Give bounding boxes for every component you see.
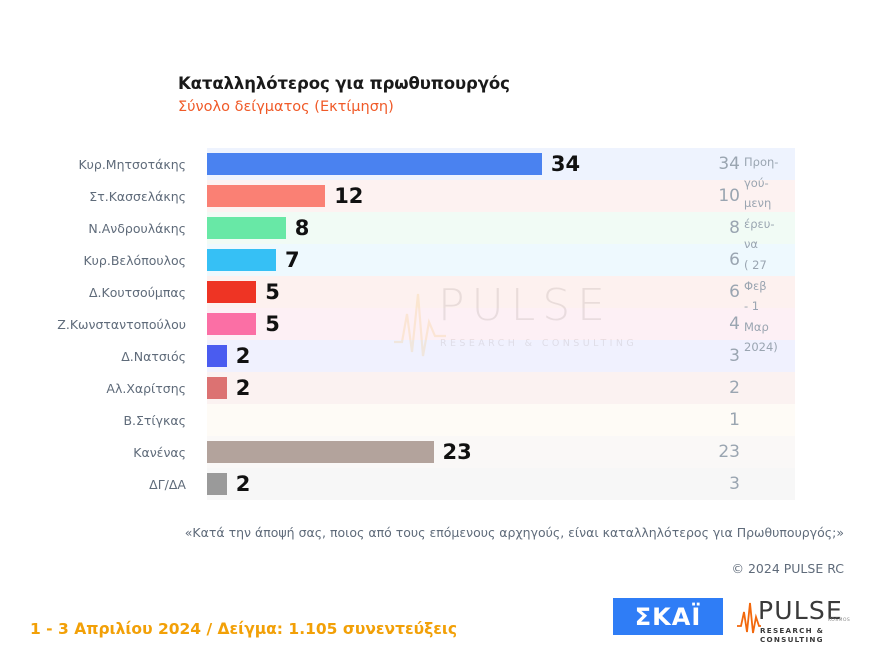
previous-value: 8 <box>729 218 740 238</box>
previous-survey-note-line: γού- <box>744 175 769 190</box>
bar <box>207 345 227 367</box>
skai-logo-text: ΣΚΑΪ <box>634 602 702 631</box>
row-background <box>207 212 795 244</box>
bar-value-label: 5 <box>265 280 280 304</box>
chart-row: 8 <box>207 212 795 244</box>
bar <box>207 313 257 335</box>
bar-value-label: 8 <box>294 216 310 240</box>
fieldwork-date-line: 1 - 3 Απριλίου 2024 / Δείγμα: 1.105 συνε… <box>30 620 458 638</box>
previous-value: 23 <box>718 442 740 462</box>
bar-value-label: 2 <box>235 344 251 368</box>
previous-value: 2 <box>729 378 740 398</box>
previous-survey-note-line: - 1 <box>744 299 760 314</box>
chart-row: 2 <box>207 340 795 372</box>
previous-survey-note-line: να <box>744 237 759 252</box>
chart-subtitle: Σύνολο δείγματος (Εκτίμηση) <box>178 99 394 115</box>
chart-row: 34 <box>207 148 795 180</box>
row-background <box>207 308 795 340</box>
category-label: Δ.Νατσιός <box>121 348 186 364</box>
pulse-logo: PULSE KOSMOS RESEARCH & CONSULTING <box>736 596 858 644</box>
previous-survey-note-line: Φεβ <box>744 278 767 293</box>
category-label: Κανένας <box>133 444 186 460</box>
chart-row <box>207 404 795 436</box>
row-background <box>207 244 795 276</box>
row-background <box>207 372 795 404</box>
skai-logo: ΣΚΑΪ <box>613 598 723 635</box>
pulse-waveform-icon <box>737 602 761 634</box>
row-background <box>207 468 795 500</box>
bar <box>207 377 227 399</box>
previous-survey-note-line: Μαρ <box>744 319 769 334</box>
category-label: Β.Στίγκας <box>123 412 186 428</box>
row-background <box>207 404 795 436</box>
survey-question: «Κατά την άποψή σας, ποιος από τους επόμ… <box>184 525 844 540</box>
title-block: Καταλληλότερος για πρωθυπουργός Σύνολο δ… <box>178 74 510 115</box>
previous-value: 6 <box>729 282 740 302</box>
bar-value-label: 34 <box>550 152 581 176</box>
category-label: Ζ.Κωνσταντοπούλου <box>57 316 186 332</box>
previous-value: 6 <box>729 250 740 270</box>
bar <box>207 217 286 239</box>
chart-row: 7 <box>207 244 795 276</box>
bar <box>207 153 542 175</box>
category-label: Δ.Κουτσούμπας <box>89 284 186 300</box>
chart-row: 5 <box>207 308 795 340</box>
bar <box>207 185 326 207</box>
bar <box>207 281 257 303</box>
category-label: Στ.Κασσελάκης <box>89 188 186 204</box>
row-background <box>207 340 795 372</box>
previous-survey-note-line: 2024) <box>744 340 778 355</box>
row-background <box>207 276 795 308</box>
chart-row: 2 <box>207 468 795 500</box>
previous-survey-note-line: μενη <box>744 196 772 211</box>
category-label: Αλ.Χαρίτσης <box>106 380 186 396</box>
bar <box>207 473 227 495</box>
previous-value: 10 <box>718 186 740 206</box>
bar-value-label: 5 <box>265 312 280 336</box>
previous-value: 4 <box>729 314 740 334</box>
chart-title: Καταλληλότερος για πρωθυπουργός <box>178 74 510 93</box>
bar-value-label: 2 <box>235 472 251 496</box>
previous-value: 34 <box>718 154 740 174</box>
plot-area: 34 12 8 7 5 5 2 2 23 2 <box>207 148 795 500</box>
chart-row: 12 <box>207 180 795 212</box>
pulse-logo-kosmos: KOSMOS <box>828 618 851 623</box>
previous-survey-note-line: έρευ- <box>744 216 775 231</box>
pulse-logo-tagline: RESEARCH & CONSULTING <box>760 626 825 644</box>
bar <box>207 441 434 463</box>
category-label: Κυρ.Βελόπουλος <box>83 252 186 268</box>
bar-value-label: 7 <box>284 248 300 272</box>
previous-value: 1 <box>729 410 740 430</box>
previous-value: 3 <box>729 346 740 366</box>
category-label: ΔΓ/ΔΑ <box>149 476 186 492</box>
previous-survey-note-line: Προη- <box>744 155 779 169</box>
copyright-text: © 2024 PULSE RC <box>731 561 844 576</box>
chart-row: 2 <box>207 372 795 404</box>
chart-row: 5 <box>207 276 795 308</box>
previous-survey-note: Προη-γού-μενη έρευ-να ( 27 Φεβ - 1 Μαρ 2024) <box>744 152 802 358</box>
category-labels-column: Κυρ.Μητσοτάκης Στ.Κασσελάκης Ν.Ανδρουλάκης… <box>0 148 196 500</box>
chart-row: 23 <box>207 436 795 468</box>
bar <box>207 249 276 271</box>
pulse-logo-word: PULSE <box>758 596 843 625</box>
bar-value-label: 12 <box>334 184 364 208</box>
bar-value-label: 23 <box>442 440 472 464</box>
previous-survey-note-line: ( 27 <box>744 257 767 272</box>
category-label: Ν.Ανδρουλάκης <box>88 220 186 236</box>
bar-value-label: 2 <box>235 376 251 400</box>
previous-value: 3 <box>729 474 740 494</box>
previous-values-column: 34 10 8 6 6 4 3 2 1 23 3 <box>700 148 740 500</box>
category-label: Κυρ.Μητσοτάκης <box>78 156 186 172</box>
